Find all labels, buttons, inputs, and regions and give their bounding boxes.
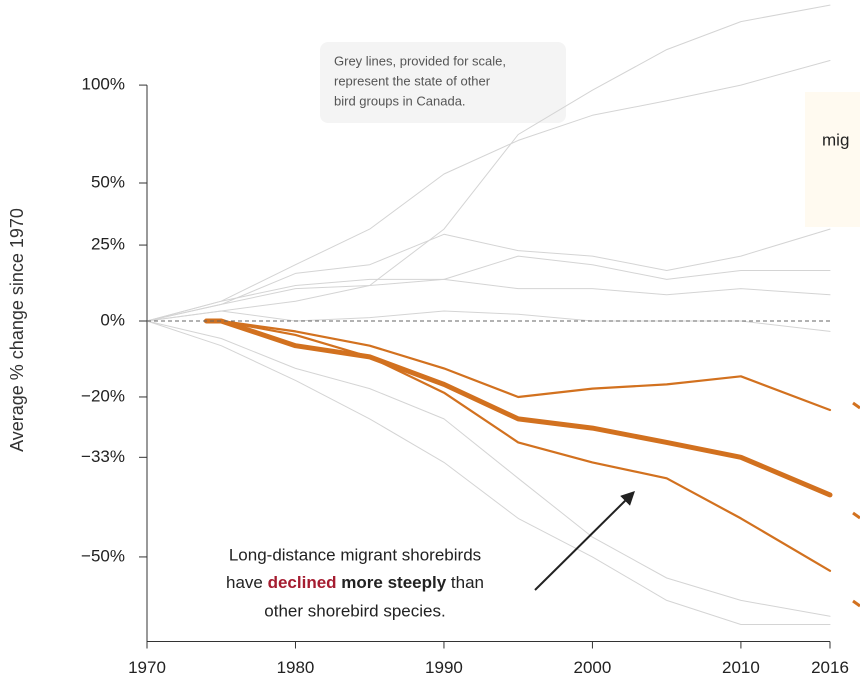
note-box (320, 42, 566, 123)
annotation-line: other shorebird species. (264, 601, 445, 620)
annotation-line: have declined more steeply than (226, 573, 484, 592)
series-line (146, 4, 831, 322)
side-note: mig (822, 130, 849, 149)
highlight-line (203, 318, 833, 498)
x-tick-label: 1980 (277, 658, 315, 677)
x-tick-label: 2000 (574, 658, 612, 677)
annotation-part: have (226, 573, 268, 592)
annotation-line: Long-distance migrant shorebirds (229, 545, 481, 564)
annotation-part: than (446, 573, 484, 592)
note-line: bird groups in Canada. (334, 93, 466, 108)
note-line: Grey lines, provided for scale, (334, 53, 506, 68)
edge-mark (852, 511, 860, 520)
x-tick-label: 2010 (722, 658, 760, 677)
series-line (146, 320, 831, 617)
edge-mark (852, 401, 860, 410)
y-tick-label: 50% (91, 172, 125, 191)
series-line (146, 278, 831, 322)
y-axis-title: Average % change since 1970 (7, 208, 27, 452)
note-line: represent the state of other (334, 73, 491, 88)
series-line (205, 319, 832, 412)
x-tick-label: 1990 (425, 658, 463, 677)
annotation-part: more steeply (337, 573, 447, 592)
series-line (146, 320, 831, 625)
series-line (146, 255, 831, 322)
annotation-part: declined (268, 573, 337, 592)
side-note-box (805, 92, 860, 227)
x-tick-label: 2016 (811, 658, 849, 677)
series-line (146, 228, 831, 322)
x-tick-label: 1970 (128, 658, 166, 677)
series-line (205, 319, 832, 572)
annotation-arrow (534, 491, 635, 591)
series-line (146, 60, 831, 322)
y-tick-label: 100% (82, 75, 125, 94)
edge-mark (852, 599, 860, 608)
y-tick-label: −33% (81, 447, 125, 466)
y-tick-label: −20% (81, 386, 125, 405)
y-tick-label: 25% (91, 235, 125, 254)
y-tick-label: 0% (100, 310, 125, 329)
y-tick-label: −50% (81, 546, 125, 565)
lines (146, 4, 833, 625)
